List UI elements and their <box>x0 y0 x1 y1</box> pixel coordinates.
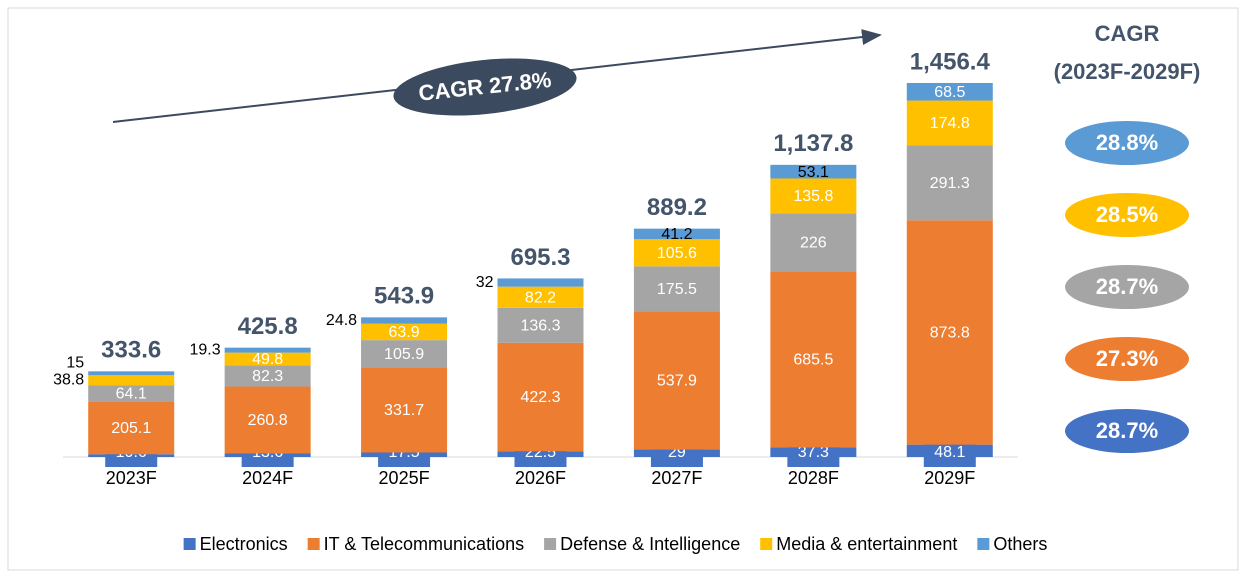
bar-segment <box>906 220 993 445</box>
bar-segment <box>770 164 857 179</box>
data-label: 32 <box>476 274 494 291</box>
data-label: 15 <box>66 354 84 371</box>
legend-label: Defense & Intelligence <box>560 534 740 554</box>
bar-segment <box>361 340 448 368</box>
data-label: 19.3 <box>190 341 221 358</box>
total-label: 1,137.8 <box>773 130 853 157</box>
cagr-title: (2023F-2029F) <box>1054 59 1201 84</box>
legend: Electronics IT & Telecommunications Defens… <box>183 534 1047 554</box>
bar-segment <box>906 145 993 221</box>
data-label: 49.8 <box>252 351 283 368</box>
data-label: 48.1 <box>934 444 965 461</box>
data-label: 63.9 <box>389 324 420 341</box>
data-label: 105.6 <box>657 245 697 262</box>
cagr-title: CAGR <box>1095 21 1160 46</box>
annotation-ellipse <box>393 58 577 116</box>
bar-segment <box>770 271 857 448</box>
x-tick-label: 2028F <box>788 468 839 488</box>
cagr-label: 28.8% <box>1096 130 1158 155</box>
bar-segment <box>361 323 448 341</box>
total-label: 889.2 <box>647 194 707 221</box>
x-tick-label: 2025F <box>379 468 430 488</box>
data-label: 291.3 <box>930 175 970 192</box>
bar-segment <box>88 375 175 386</box>
bar-segment <box>88 401 175 455</box>
data-label: 136.3 <box>520 317 560 334</box>
bar-segment <box>633 239 720 267</box>
total-label: 425.8 <box>238 313 298 340</box>
cagr-badge <box>1065 121 1189 165</box>
data-label: 205.1 <box>111 420 151 437</box>
x-tick-label: 2027F <box>651 468 702 488</box>
data-label: 82.2 <box>525 289 556 306</box>
data-label: 331.7 <box>384 402 424 419</box>
annotation-badge: CAGR 27.8% <box>393 58 577 116</box>
legend-swatch <box>307 538 320 550</box>
bar-segment <box>497 278 584 287</box>
data-label: 537.9 <box>657 373 697 390</box>
data-label: 37.3 <box>798 444 829 461</box>
legend-label: Others <box>993 534 1047 554</box>
data-label: 53.1 <box>798 164 829 181</box>
bar-segment <box>633 311 720 450</box>
cagr-badge <box>1065 193 1189 237</box>
data-label: 38.8 <box>53 371 84 388</box>
legend-swatch <box>977 538 990 550</box>
frame <box>7 7 1239 571</box>
legend-swatch <box>760 538 773 550</box>
bar-segment <box>224 347 311 353</box>
bar-segment <box>224 386 311 454</box>
total-label: 1,456.4 <box>910 48 991 75</box>
bar-segment <box>224 352 311 366</box>
data-label: 24.8 <box>326 312 357 329</box>
data-label: 175.5 <box>657 281 697 298</box>
data-label: 260.8 <box>248 412 288 429</box>
bar-segment <box>906 82 993 101</box>
data-label: 41.2 <box>661 226 692 243</box>
bar-segment <box>361 317 448 324</box>
bar-segment <box>497 307 584 343</box>
cagr-label: 28.7% <box>1096 418 1158 443</box>
total-label: 695.3 <box>510 244 570 271</box>
bar-segment <box>633 228 720 240</box>
data-label: 873.8 <box>930 325 970 342</box>
bar-segment <box>497 342 584 452</box>
data-label: 105.9 <box>384 346 424 363</box>
data-label: 64.1 <box>116 386 147 403</box>
bar-segment <box>88 371 175 376</box>
cagr-badge <box>1065 265 1189 309</box>
cagr-badge <box>1065 337 1189 381</box>
data-label: 82.3 <box>252 368 283 385</box>
cagr-label: 28.7% <box>1096 274 1158 299</box>
data-label: 422.3 <box>520 389 560 406</box>
bar-segment <box>770 178 857 214</box>
data-label: 68.5 <box>934 84 965 101</box>
legend-swatch <box>544 538 557 550</box>
x-tick-label: 2026F <box>515 468 566 488</box>
bar-segment <box>770 213 857 272</box>
cagr-label: 27.3% <box>1096 346 1158 371</box>
cagr-badge <box>1065 409 1189 453</box>
x-tick-label: 2023F <box>106 468 157 488</box>
data-label: 685.5 <box>793 352 833 369</box>
legend-label: Media & entertainment <box>776 534 957 554</box>
legend-swatch <box>183 538 196 550</box>
legend-label: IT & Telecommunications <box>324 534 524 554</box>
data-label: 135.8 <box>793 188 833 205</box>
bar-segment <box>906 100 993 146</box>
bar-segment <box>633 266 720 312</box>
bar-segment <box>88 385 175 402</box>
data-label: 174.8 <box>930 115 970 132</box>
bar-segment <box>224 365 311 387</box>
bar-segment <box>361 367 448 453</box>
legend-label: Electronics <box>200 534 288 554</box>
x-tick-label: 2029F <box>924 468 975 488</box>
data-label: 226 <box>800 235 827 252</box>
total-label: 543.9 <box>374 283 434 310</box>
x-tick-label: 2024F <box>242 468 293 488</box>
cagr-label: 28.5% <box>1096 202 1158 227</box>
total-label: 333.6 <box>101 337 161 364</box>
bar-segment <box>497 286 584 308</box>
